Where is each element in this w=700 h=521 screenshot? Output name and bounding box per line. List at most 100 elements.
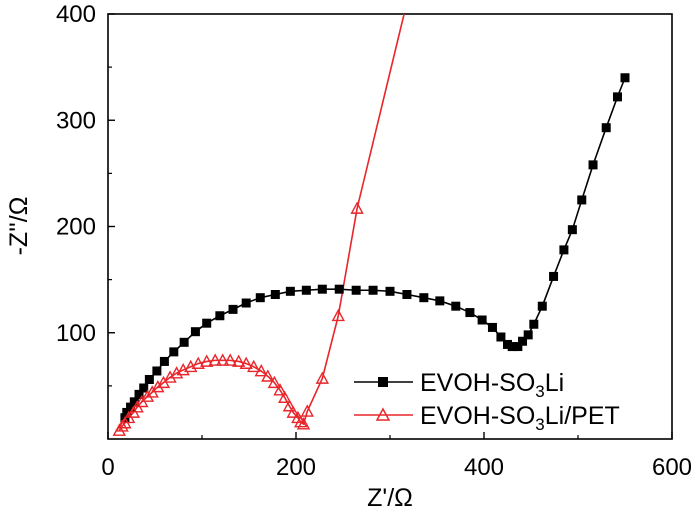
series-point xyxy=(294,415,308,428)
series-line-1 xyxy=(118,13,405,431)
x-axis-title: Z'/Ω xyxy=(367,484,413,512)
series-point xyxy=(601,123,611,133)
x-tick-label: 200 xyxy=(276,454,316,481)
series-point xyxy=(228,304,238,314)
series-point xyxy=(559,245,569,255)
y-axis-title: -Z''/Ω xyxy=(5,197,33,256)
legend-label-0-tail: Li xyxy=(545,369,564,397)
series-point xyxy=(241,298,251,308)
series-point xyxy=(261,369,275,382)
series-point xyxy=(179,337,189,347)
legend-label-0-sub: 3 xyxy=(535,382,544,401)
series-point xyxy=(301,285,311,295)
series-point xyxy=(208,353,222,366)
series-point xyxy=(223,353,237,366)
y-tick-label: 400 xyxy=(56,1,96,28)
series-point xyxy=(537,301,547,311)
series-point xyxy=(134,389,144,399)
axis-ticks: 0 200 400 600 100 200 300 400 xyxy=(56,1,692,481)
series-point xyxy=(331,308,345,322)
series-point xyxy=(152,366,162,376)
series-point xyxy=(503,339,512,349)
series-point xyxy=(612,92,622,102)
series-point xyxy=(129,397,139,407)
series-point xyxy=(254,364,268,377)
series-point xyxy=(350,201,364,214)
series-point xyxy=(513,342,523,352)
series-point xyxy=(315,371,329,384)
series-point xyxy=(278,390,292,403)
y-tick-label: 200 xyxy=(56,214,96,241)
legend-entry-1: EVOH-SO3Li/PET xyxy=(354,402,620,434)
legend-label-0-main: EVOH-SO xyxy=(420,369,535,397)
legend-label-0: EVOH-SO3Li xyxy=(420,369,564,401)
series-point xyxy=(351,285,361,295)
series-point xyxy=(122,407,132,417)
series-point xyxy=(190,327,200,337)
series-point xyxy=(270,290,280,299)
series-point xyxy=(477,315,487,325)
series-point xyxy=(200,354,214,367)
series-point xyxy=(588,160,598,170)
series-point xyxy=(518,336,528,346)
series-point xyxy=(334,284,344,294)
series-point xyxy=(231,354,246,367)
series-point xyxy=(496,332,506,342)
plot-frame xyxy=(107,13,673,440)
series-point xyxy=(215,311,225,321)
series-point xyxy=(577,195,587,205)
legend-label-1-main: EVOH-SO xyxy=(420,402,535,430)
series-point xyxy=(549,271,559,281)
y-tick-label: 300 xyxy=(56,107,96,134)
x-tick-label: 400 xyxy=(464,454,504,481)
series-point xyxy=(202,318,212,328)
series-point xyxy=(282,399,297,412)
series-point xyxy=(529,319,539,329)
series-point xyxy=(465,308,475,318)
series-point xyxy=(317,284,327,294)
series-markers xyxy=(112,73,630,436)
series-point xyxy=(140,389,155,402)
series-point xyxy=(169,347,179,357)
series-point xyxy=(285,286,295,296)
series-point xyxy=(216,353,230,366)
series-line-0 xyxy=(124,77,626,419)
series-point xyxy=(286,405,300,418)
series-point xyxy=(435,296,445,306)
series-point xyxy=(191,356,205,369)
x-tick-label: 0 xyxy=(101,454,114,481)
series-point xyxy=(255,293,265,303)
legend-label-1: EVOH-SO3Li/PET xyxy=(420,402,620,434)
legend-label-1-tail: Li/PET xyxy=(545,402,620,430)
legend-marker-0 xyxy=(378,377,388,387)
legend-label-1-sub: 3 xyxy=(535,415,544,434)
series-point xyxy=(163,370,177,383)
y-tick-label: 100 xyxy=(56,320,96,347)
series-point xyxy=(385,286,395,296)
series-point xyxy=(523,330,533,340)
series-point xyxy=(620,73,630,83)
series-point xyxy=(151,379,165,393)
series-point xyxy=(139,383,149,393)
series-point xyxy=(567,225,577,235)
series-point xyxy=(402,290,412,299)
series-point xyxy=(247,359,261,373)
series-point xyxy=(144,375,154,384)
series-point xyxy=(419,293,429,303)
series-point xyxy=(296,417,311,430)
series-point xyxy=(115,419,129,432)
x-tick-label: 600 xyxy=(652,454,692,481)
series-point xyxy=(273,383,287,396)
series-point xyxy=(451,301,461,311)
legend-entry-0: EVOH-SO3Li xyxy=(354,369,564,401)
series-point xyxy=(239,356,253,369)
series-point xyxy=(300,404,314,417)
series-point xyxy=(507,342,517,352)
series-point xyxy=(487,322,497,332)
series-point xyxy=(126,402,136,412)
legend-marker-1 xyxy=(375,407,391,421)
series-point xyxy=(368,285,378,295)
series-point xyxy=(267,375,282,389)
series-point xyxy=(159,356,169,366)
